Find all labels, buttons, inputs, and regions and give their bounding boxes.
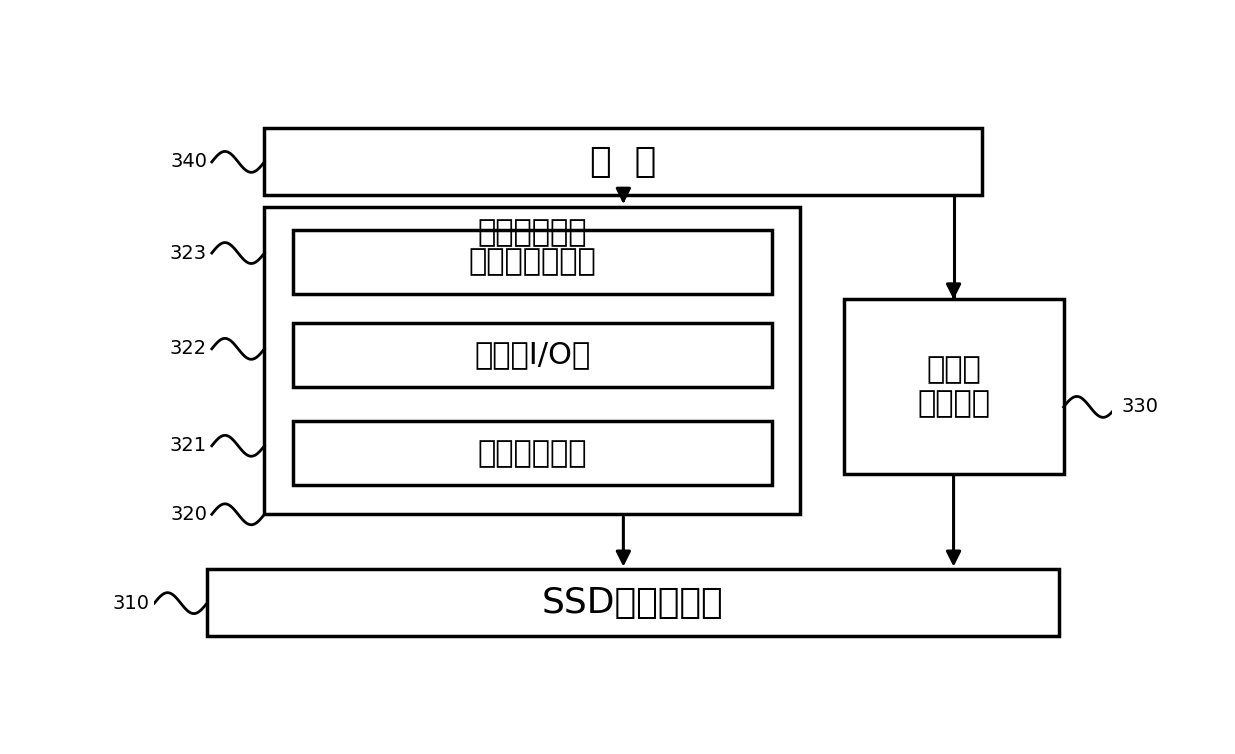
Bar [293,421,772,486]
Text: 321: 321 [170,437,207,455]
Text: 320: 320 [170,505,207,524]
Text: 内核文件系统层: 内核文件系统层 [468,247,597,276]
Text: 应  用: 应 用 [590,145,657,179]
Text: 310: 310 [112,593,149,613]
Text: 323: 323 [170,244,207,262]
Text: 330: 330 [1121,397,1158,416]
Bar [844,299,1063,474]
Bar [207,569,1058,636]
Bar [264,128,982,195]
Text: SSD设备或阵列: SSD设备或阵列 [542,586,724,620]
Text: 340: 340 [170,152,207,171]
Bar [293,230,772,293]
Text: 用户态
设备驱动: 用户态 设备驱动 [918,355,990,418]
Text: 内核设备驱动: 内核设备驱动 [478,439,587,467]
Bar [264,207,800,514]
Text: 322: 322 [170,339,207,358]
Text: 内核块I/O层: 内核块I/O层 [474,340,590,369]
Text: 操作系统内核: 操作系统内核 [478,218,587,247]
Bar [293,323,772,387]
